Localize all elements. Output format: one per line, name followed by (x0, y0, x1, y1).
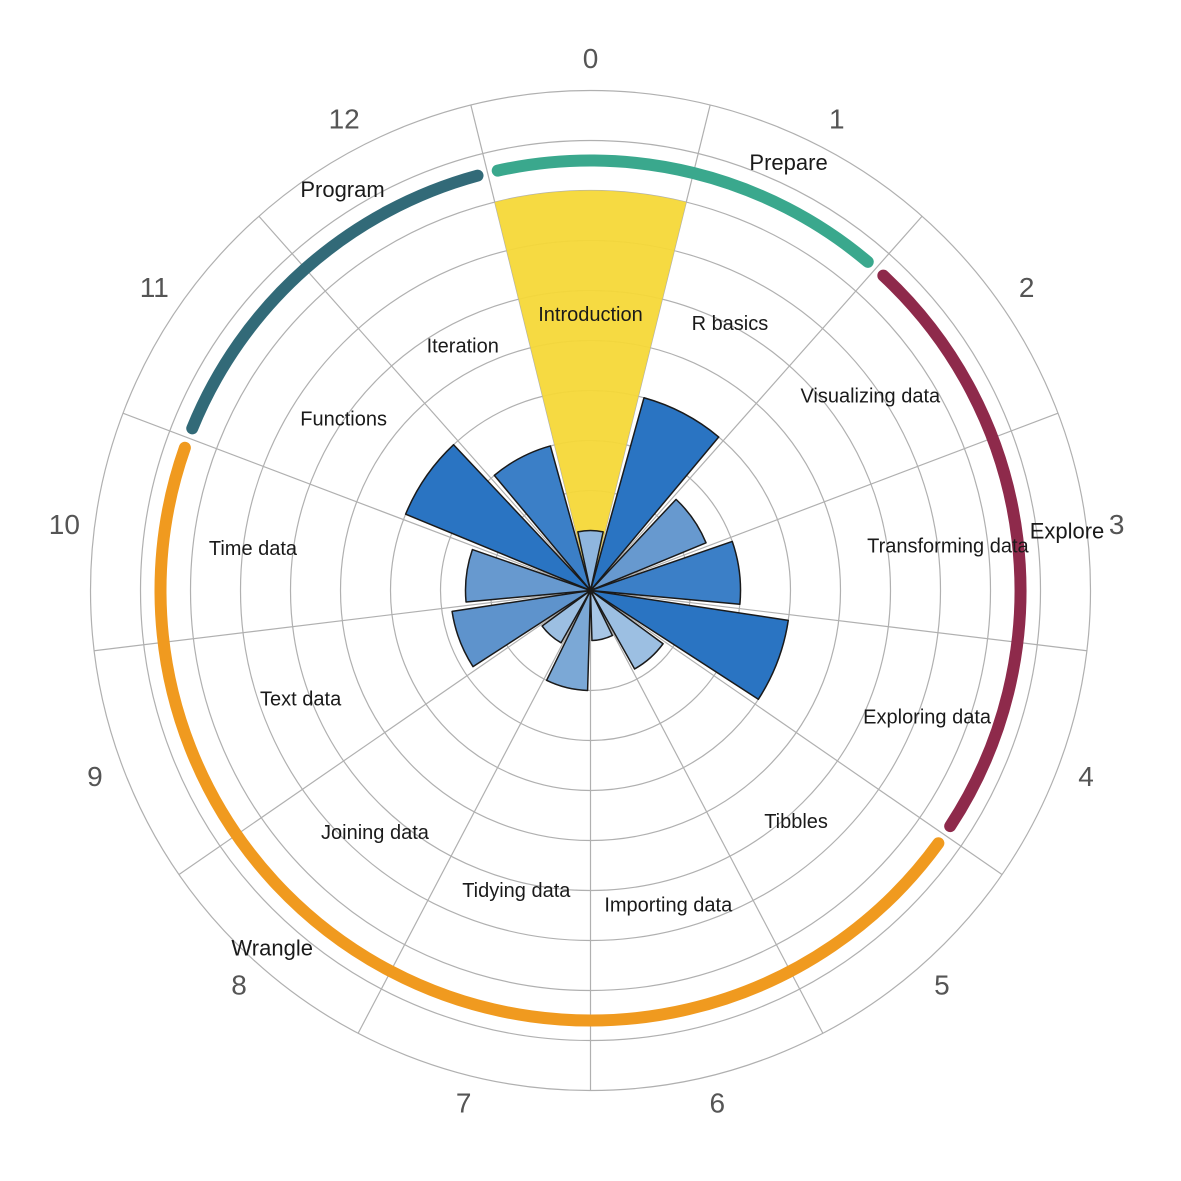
sector-number: 6 (710, 1087, 726, 1118)
topic-label: Visualizing data (800, 386, 941, 408)
group-label: Program (300, 177, 384, 202)
topic-label: Text data (260, 689, 342, 711)
topic-label: Exploring data (863, 706, 992, 728)
sector-number: 11 (140, 272, 169, 303)
topic-label: Functions (300, 408, 387, 430)
sector-number: 12 (329, 104, 360, 135)
sector-number: 7 (456, 1087, 472, 1118)
sector-number: 9 (87, 761, 103, 792)
group-label: Explore (1030, 518, 1105, 543)
sector-number: 8 (231, 970, 247, 1001)
topic-label: Tibbles (764, 811, 828, 833)
sector-number: 10 (49, 509, 80, 540)
polar-course-chart: 0123456789101112IntroductionR basicsVisu… (0, 0, 1181, 1181)
topic-label: R basics (692, 313, 769, 335)
group-label: Wrangle (231, 936, 313, 961)
topic-label: Introduction (538, 304, 643, 326)
topic-label: Tidying data (462, 880, 571, 902)
sector-number: 2 (1019, 272, 1035, 303)
sector-number: 4 (1078, 761, 1094, 792)
topic-label: Transforming data (867, 535, 1029, 557)
topic-label: Importing data (604, 894, 733, 916)
topic-label: Iteration (427, 335, 499, 357)
group-label: Prepare (749, 150, 827, 175)
topic-label: Time data (209, 538, 298, 560)
topic-label: Joining data (321, 822, 430, 844)
sector-number: 3 (1109, 509, 1125, 540)
sector-number: 5 (934, 970, 950, 1001)
sector-number: 1 (829, 104, 845, 135)
sector-number: 0 (583, 43, 599, 74)
